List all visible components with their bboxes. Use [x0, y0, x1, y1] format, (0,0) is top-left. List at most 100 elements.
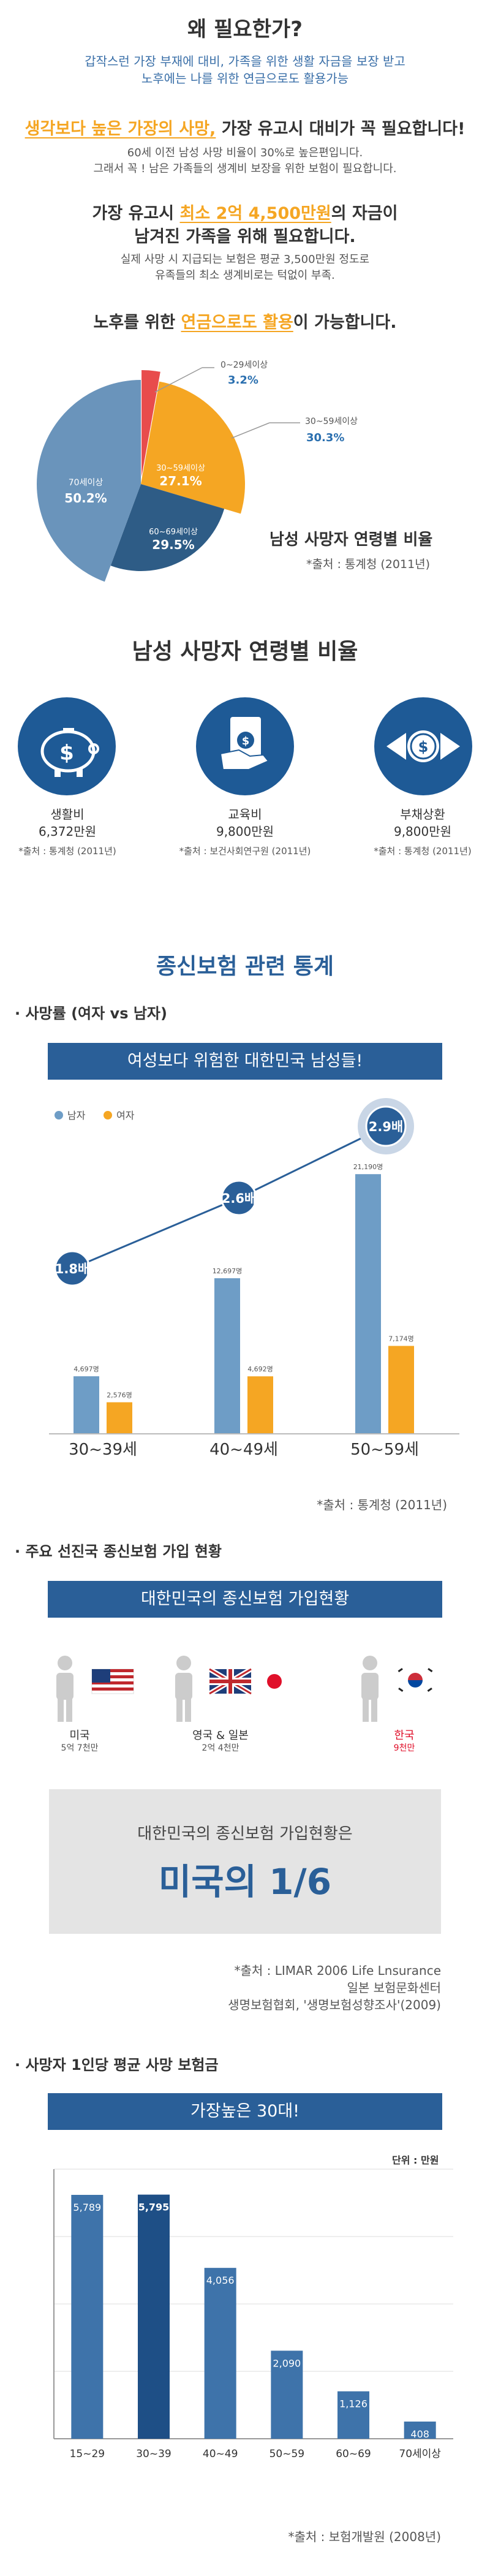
- cost-section-title: 남성 사망자 연령별 비율: [132, 639, 358, 664]
- mortality-bar-여자-1: [247, 1376, 273, 1434]
- pie-label-0-29: 0~29세이상: [221, 360, 268, 370]
- mortality-bar-남자-1: [214, 1278, 240, 1434]
- pie-title: 남성 사망자 연령별 비율: [270, 531, 433, 549]
- pie-leader-1: [154, 367, 203, 393]
- pie-label-30-59-inner: 30~59세이상: [156, 464, 205, 473]
- cost-icon-circle-2: $: [196, 697, 294, 795]
- cost-source-1: *출처 : 통계청 (2011년): [18, 846, 116, 857]
- benefit-category-0: 15~29: [70, 2448, 105, 2460]
- piggy-bank-icon: $: [40, 728, 99, 777]
- benefit-bar-label-4: 1,126: [339, 2398, 368, 2410]
- intro-point-2-a: 가장 유고시: [92, 204, 180, 223]
- mortality-bar-label-1-1: 4,692명: [247, 1365, 273, 1373]
- intro-point-2: 가장 유고시 최소 2억 4,500만원의 자금이: [0, 200, 490, 224]
- ratio-bubble-0: [54, 1250, 91, 1287]
- legend-male-label: 남자: [67, 1110, 86, 1121]
- intro-point-3: 노후를 위한 연금으로도 활용이 가능합니다.: [0, 309, 490, 333]
- person-icon-uk-jp: [175, 1656, 192, 1722]
- country-us-amount: 5억 7천만: [61, 1743, 99, 1753]
- us-flag-icon: [91, 1669, 134, 1694]
- pie-slice-2: [110, 484, 225, 571]
- intro-sub-2: 노후에는 나를 위한 연금으로도 활용가능: [141, 71, 349, 86]
- ratio-label-2: 2.9배: [369, 1119, 404, 1134]
- mortality-bar-label-0-1: 12,697명: [213, 1267, 243, 1275]
- benefit-bar-1: [138, 2194, 170, 2439]
- pie-value-0-29: 3.2%: [228, 374, 258, 387]
- intro-point-2-line1: 실제 사망 시 지급되는 보험은 평균 3,500만원 정도로: [120, 253, 370, 266]
- ratio-bubble-1: [221, 1180, 257, 1216]
- benefit-bar-label-5: 408: [410, 2428, 429, 2440]
- japan-flag-icon: [267, 1674, 282, 1689]
- pie-label-60-69: 60~69세이상: [149, 528, 198, 537]
- benefit-bar-2: [204, 2268, 236, 2439]
- comparison-box: 대한민국의 종신보험 가입현황은 미국의 1/6: [49, 1789, 441, 1934]
- intro-point-2-c: 남겨진 가족을 위해 필요합니다.: [134, 227, 356, 246]
- benefit-bar-label-2: 4,056: [206, 2275, 235, 2286]
- intro-point-1-rest: 가장 유고시 대비가 꼭 필요합니다!: [216, 119, 466, 138]
- stats-banner-1: 여성보다 위험한 대한민국 남성들!: [48, 1043, 442, 1080]
- dollar-arrows-icon: $: [386, 730, 460, 762]
- legend-female-label: 여자: [116, 1110, 135, 1121]
- cost-icon-circle-3: $: [374, 697, 472, 795]
- intro-point-1-line1: 60세 이전 남성 사망 비율이 30%로 높은편입니다.: [127, 146, 363, 159]
- benefit-unit: 단위 : 만원: [392, 2154, 439, 2166]
- intro-point-1-highlight: 생각보다 높은 가장의 사망,: [24, 119, 216, 138]
- mortality-bar-label-0-0: 4,697명: [74, 1365, 99, 1373]
- mortality-category-2: 50~59세: [350, 1441, 419, 1459]
- country-figures: [56, 1656, 435, 1722]
- benefit-category-2: 40~49: [203, 2448, 238, 2460]
- country-ukjp-name: 영국 & 일본: [192, 1729, 249, 1742]
- pie-label-30-59-outer: 30~59세이상: [305, 417, 358, 426]
- cost-label-1: 생활비: [50, 807, 85, 822]
- intro-point-2-line2: 유족들의 최소 생계비로는 턱없이 부족.: [155, 269, 335, 282]
- uk-flag-icon: [208, 1667, 253, 1696]
- cost-value-2: 9,800만원: [216, 824, 274, 839]
- mortality-legend: 남자 여자: [55, 1110, 135, 1121]
- pie-value-60-69: 29.5%: [152, 537, 194, 552]
- stats-source-2c: 생명보험협회, '생명보험성향조사'(2009): [228, 1998, 441, 2012]
- mortality-category-0: 30~39세: [69, 1441, 137, 1459]
- pie-value-70: 50.2%: [64, 491, 107, 506]
- stats-bullet-1: · 사망률 (여자 vs 남자): [15, 1005, 167, 1022]
- country-kr-amount: 9천만: [393, 1743, 415, 1753]
- legend-female-dot: [104, 1111, 112, 1119]
- country-us-name: 미국: [69, 1729, 90, 1742]
- legend-male-dot: [55, 1111, 63, 1119]
- intro-point-3-a: 노후를 위한: [93, 313, 181, 332]
- pie-value-30-59-outer: 30.3%: [306, 431, 344, 444]
- country-kr-name: 한국: [394, 1729, 415, 1742]
- benefit-bar-label-1: 5,795: [138, 2202, 170, 2213]
- comparison-line1: 대한민국의 종신보험 가입현황은: [137, 1825, 353, 1843]
- country-ukjp-amount: 2억 4천만: [202, 1743, 239, 1753]
- intro-point-2-highlight: 최소 2억 4,500만원: [179, 204, 331, 223]
- mortality-bar-남자-0: [74, 1376, 99, 1434]
- comparison-line2: 미국의 1/6: [158, 1861, 332, 1903]
- benefit-bar-0: [71, 2195, 104, 2439]
- stats-source-3: *출처 : 보험개발원 (2008년): [288, 2529, 441, 2544]
- person-icon-us: [56, 1656, 74, 1722]
- benefit-bar-label-0: 5,789: [73, 2202, 101, 2213]
- person-icon-kr: [361, 1656, 379, 1722]
- stats-banner-2: 대한민국의 종신보험 가입현황: [48, 1581, 442, 1618]
- intro-point-1-line2: 그래서 꼭 ! 남은 가족들의 생계비 보장을 위한 보험이 필요합니다.: [93, 162, 397, 175]
- stats-source-2a: *출처 : LIMAR 2006 Life Lnsurance: [234, 1963, 441, 1978]
- cost-label-2: 교육비: [228, 807, 262, 822]
- money-hand-icon: $: [219, 717, 270, 770]
- pie-slice-3: [36, 380, 141, 582]
- pie-slice-1: [141, 381, 245, 514]
- cost-source-2: *출처 : 보건사회연구원 (2011년): [179, 846, 311, 857]
- cost-label-3: 부채상환: [400, 807, 445, 822]
- mortality-bar-남자-2: [355, 1174, 381, 1434]
- mortality-bar-chart: 남자 여자 4,697명 2,576명 30~39세 12,697명 4,692명 40~…: [49, 1098, 459, 1459]
- cost-value-3: 9,800만원: [393, 824, 452, 839]
- intro-title: 왜 필요한가?: [187, 17, 303, 42]
- benefit-category-3: 50~59: [270, 2448, 305, 2460]
- mortality-bar-여자-2: [388, 1346, 414, 1434]
- stats-source-1: *출처 : 통계청 (2011년): [317, 1498, 447, 1512]
- mortality-bar-여자-0: [107, 1402, 132, 1434]
- cost-source-3: *출처 : 통계청 (2011년): [374, 846, 472, 857]
- stats-bullet-2: · 주요 선진국 종신보험 가입 현황: [15, 1543, 222, 1560]
- intro-point-1: 생각보다 높은 가장의 사망, 가장 유고시 대비가 꼭 필요합니다!: [0, 115, 490, 139]
- benefit-category-1: 30~39: [136, 2448, 172, 2460]
- pie-value-30-59-inner: 27.1%: [159, 474, 202, 488]
